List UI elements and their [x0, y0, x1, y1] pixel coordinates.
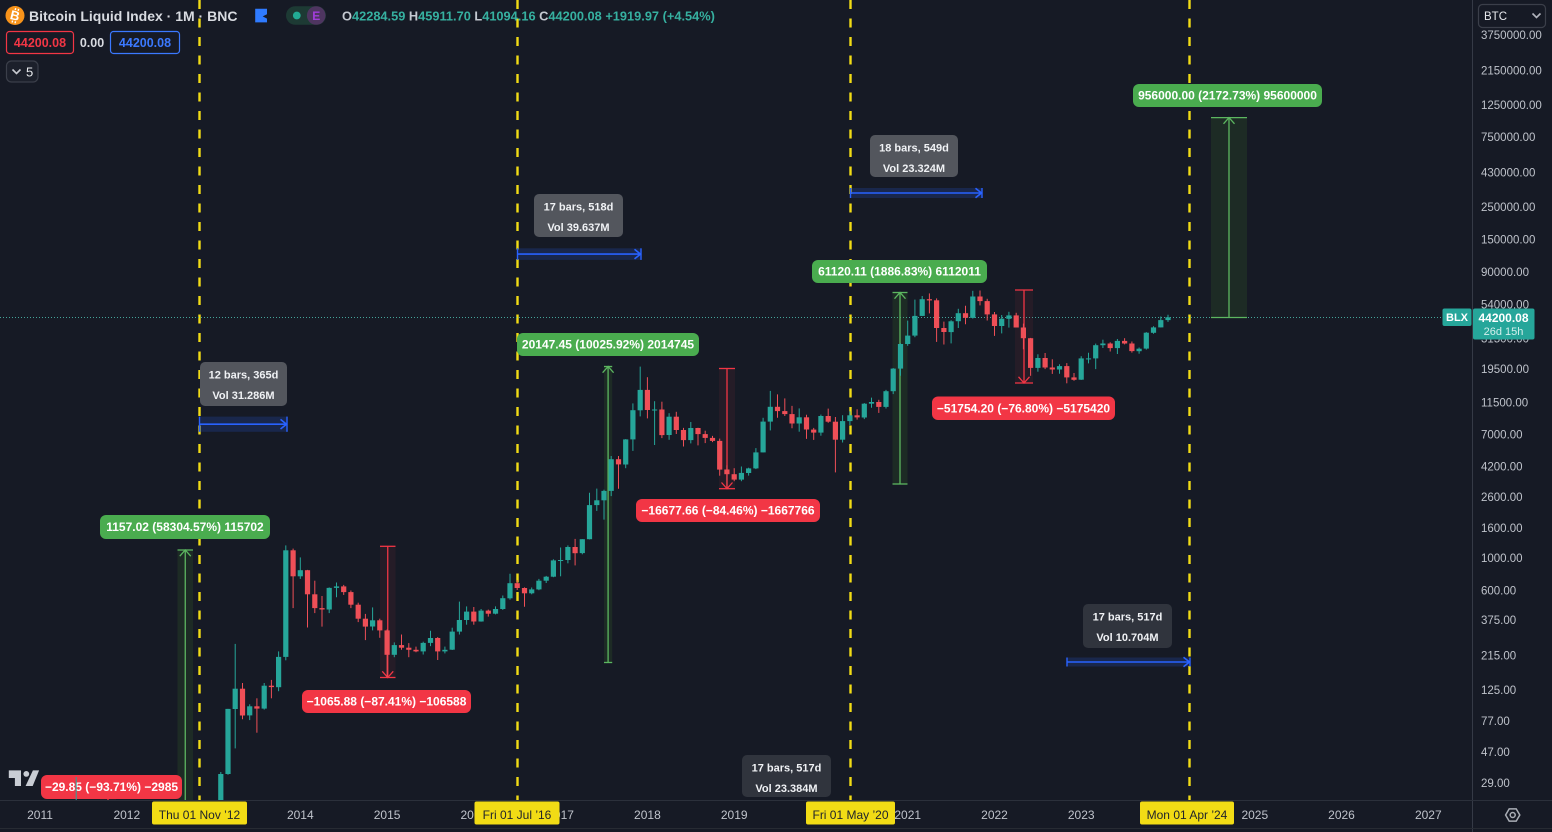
- svg-text:250000.00: 250000.00: [1481, 202, 1535, 214]
- svg-text:54000.00: 54000.00: [1481, 299, 1529, 311]
- svg-text:2027: 2027: [1415, 808, 1442, 822]
- svg-text:Vol 39.637M: Vol 39.637M: [547, 222, 609, 234]
- svg-text:44200.08: 44200.08: [119, 36, 171, 50]
- svg-text:−29.85 (−93.71%) −2985: −29.85 (−93.71%) −2985: [45, 780, 178, 794]
- svg-text:BTC: BTC: [1484, 11, 1507, 23]
- svg-text:Bitcoin Liquid Index · 1M · BN: Bitcoin Liquid Index · 1M · BNC: [29, 8, 237, 24]
- svg-text:750000.00: 750000.00: [1481, 132, 1535, 144]
- svg-text:430000.00: 430000.00: [1481, 168, 1535, 180]
- svg-text:−51754.20 (−76.80%) −5175420: −51754.20 (−76.80%) −5175420: [937, 401, 1110, 415]
- svg-text:Thu 01 Nov ’12: Thu 01 Nov ’12: [159, 808, 241, 822]
- svg-text:26d 15h: 26d 15h: [1484, 326, 1524, 338]
- svg-text:2012: 2012: [113, 808, 140, 822]
- svg-text:1000.00: 1000.00: [1481, 553, 1523, 565]
- svg-text:BLX: BLX: [1446, 312, 1469, 324]
- svg-text:3750000.00: 3750000.00: [1481, 30, 1542, 42]
- svg-text:29.00: 29.00: [1481, 778, 1510, 790]
- svg-text:4200.00: 4200.00: [1481, 462, 1523, 474]
- svg-text:375.00: 375.00: [1481, 615, 1516, 627]
- svg-text:18 bars, 549d: 18 bars, 549d: [879, 143, 949, 155]
- svg-text:B: B: [9, 7, 22, 24]
- svg-text:90000.00: 90000.00: [1481, 267, 1529, 279]
- svg-text:2011: 2011: [27, 808, 53, 822]
- svg-text:Vol 23.324M: Vol 23.324M: [883, 163, 945, 175]
- svg-text:5: 5: [26, 65, 33, 80]
- svg-text:2021: 2021: [894, 808, 921, 822]
- svg-text:Vol 23.384M: Vol 23.384M: [755, 783, 817, 795]
- svg-text:2025: 2025: [1241, 808, 1268, 822]
- svg-text:125.00: 125.00: [1481, 685, 1516, 697]
- svg-text:Vol 31.286M: Vol 31.286M: [212, 390, 274, 402]
- svg-text:2600.00: 2600.00: [1481, 492, 1523, 504]
- svg-text:1600.00: 1600.00: [1481, 523, 1523, 535]
- svg-text:12 bars, 365d: 12 bars, 365d: [209, 370, 279, 382]
- svg-text:7000.00: 7000.00: [1481, 429, 1523, 441]
- svg-text:2018: 2018: [634, 808, 661, 822]
- svg-text:2022: 2022: [981, 808, 1008, 822]
- svg-text:2014: 2014: [287, 808, 314, 822]
- svg-text:2026: 2026: [1328, 808, 1355, 822]
- svg-text:Fri 01 Jul ’16: Fri 01 Jul ’16: [483, 808, 552, 822]
- svg-text:215.00: 215.00: [1481, 651, 1516, 663]
- svg-text:Mon 01 Apr ’24: Mon 01 Apr ’24: [1147, 808, 1228, 822]
- svg-text:956000.00 (2172.73%) 95600000: 956000.00 (2172.73%) 95600000: [1138, 89, 1317, 103]
- svg-text:17 bars, 518d: 17 bars, 518d: [544, 202, 614, 214]
- svg-text:Vol 10.704M: Vol 10.704M: [1096, 632, 1158, 644]
- svg-text:O42284.59 H45911.70 L41094.16: O42284.59 H45911.70 L41094.16 C44200.08 …: [342, 9, 715, 24]
- svg-text:44200.08: 44200.08: [1478, 311, 1528, 325]
- svg-text:17 bars, 517d: 17 bars, 517d: [752, 763, 822, 775]
- svg-text:44200.08: 44200.08: [14, 36, 66, 50]
- svg-text:2150000.00: 2150000.00: [1481, 65, 1542, 77]
- svg-text:2015: 2015: [374, 808, 401, 822]
- svg-text:−16677.66 (−84.46%) −1667766: −16677.66 (−84.46%) −1667766: [641, 504, 814, 518]
- svg-text:2019: 2019: [721, 808, 748, 822]
- svg-text:77.00: 77.00: [1481, 716, 1510, 728]
- svg-text:600.00: 600.00: [1481, 585, 1516, 597]
- svg-text:19500.00: 19500.00: [1481, 364, 1529, 376]
- svg-text:1250000.00: 1250000.00: [1481, 100, 1542, 112]
- svg-text:0.00: 0.00: [80, 36, 104, 50]
- svg-text:−1065.88 (−87.41%) −106588: −1065.88 (−87.41%) −106588: [307, 695, 467, 709]
- svg-text:20147.45 (10025.92%) 2014745: 20147.45 (10025.92%) 2014745: [522, 338, 694, 352]
- svg-text:2023: 2023: [1068, 808, 1095, 822]
- svg-text:Fri 01 May ’20: Fri 01 May ’20: [812, 808, 888, 822]
- svg-text:47.00: 47.00: [1481, 747, 1510, 759]
- svg-text:17 bars, 517d: 17 bars, 517d: [1093, 612, 1163, 624]
- svg-text:1157.02 (58304.57%) 115702: 1157.02 (58304.57%) 115702: [106, 520, 264, 534]
- svg-text:150000.00: 150000.00: [1481, 235, 1535, 247]
- svg-text:61120.11 (1886.83%) 6112011: 61120.11 (1886.83%) 6112011: [818, 265, 981, 279]
- svg-text:11500.00: 11500.00: [1481, 398, 1528, 410]
- svg-text:E: E: [312, 9, 320, 23]
